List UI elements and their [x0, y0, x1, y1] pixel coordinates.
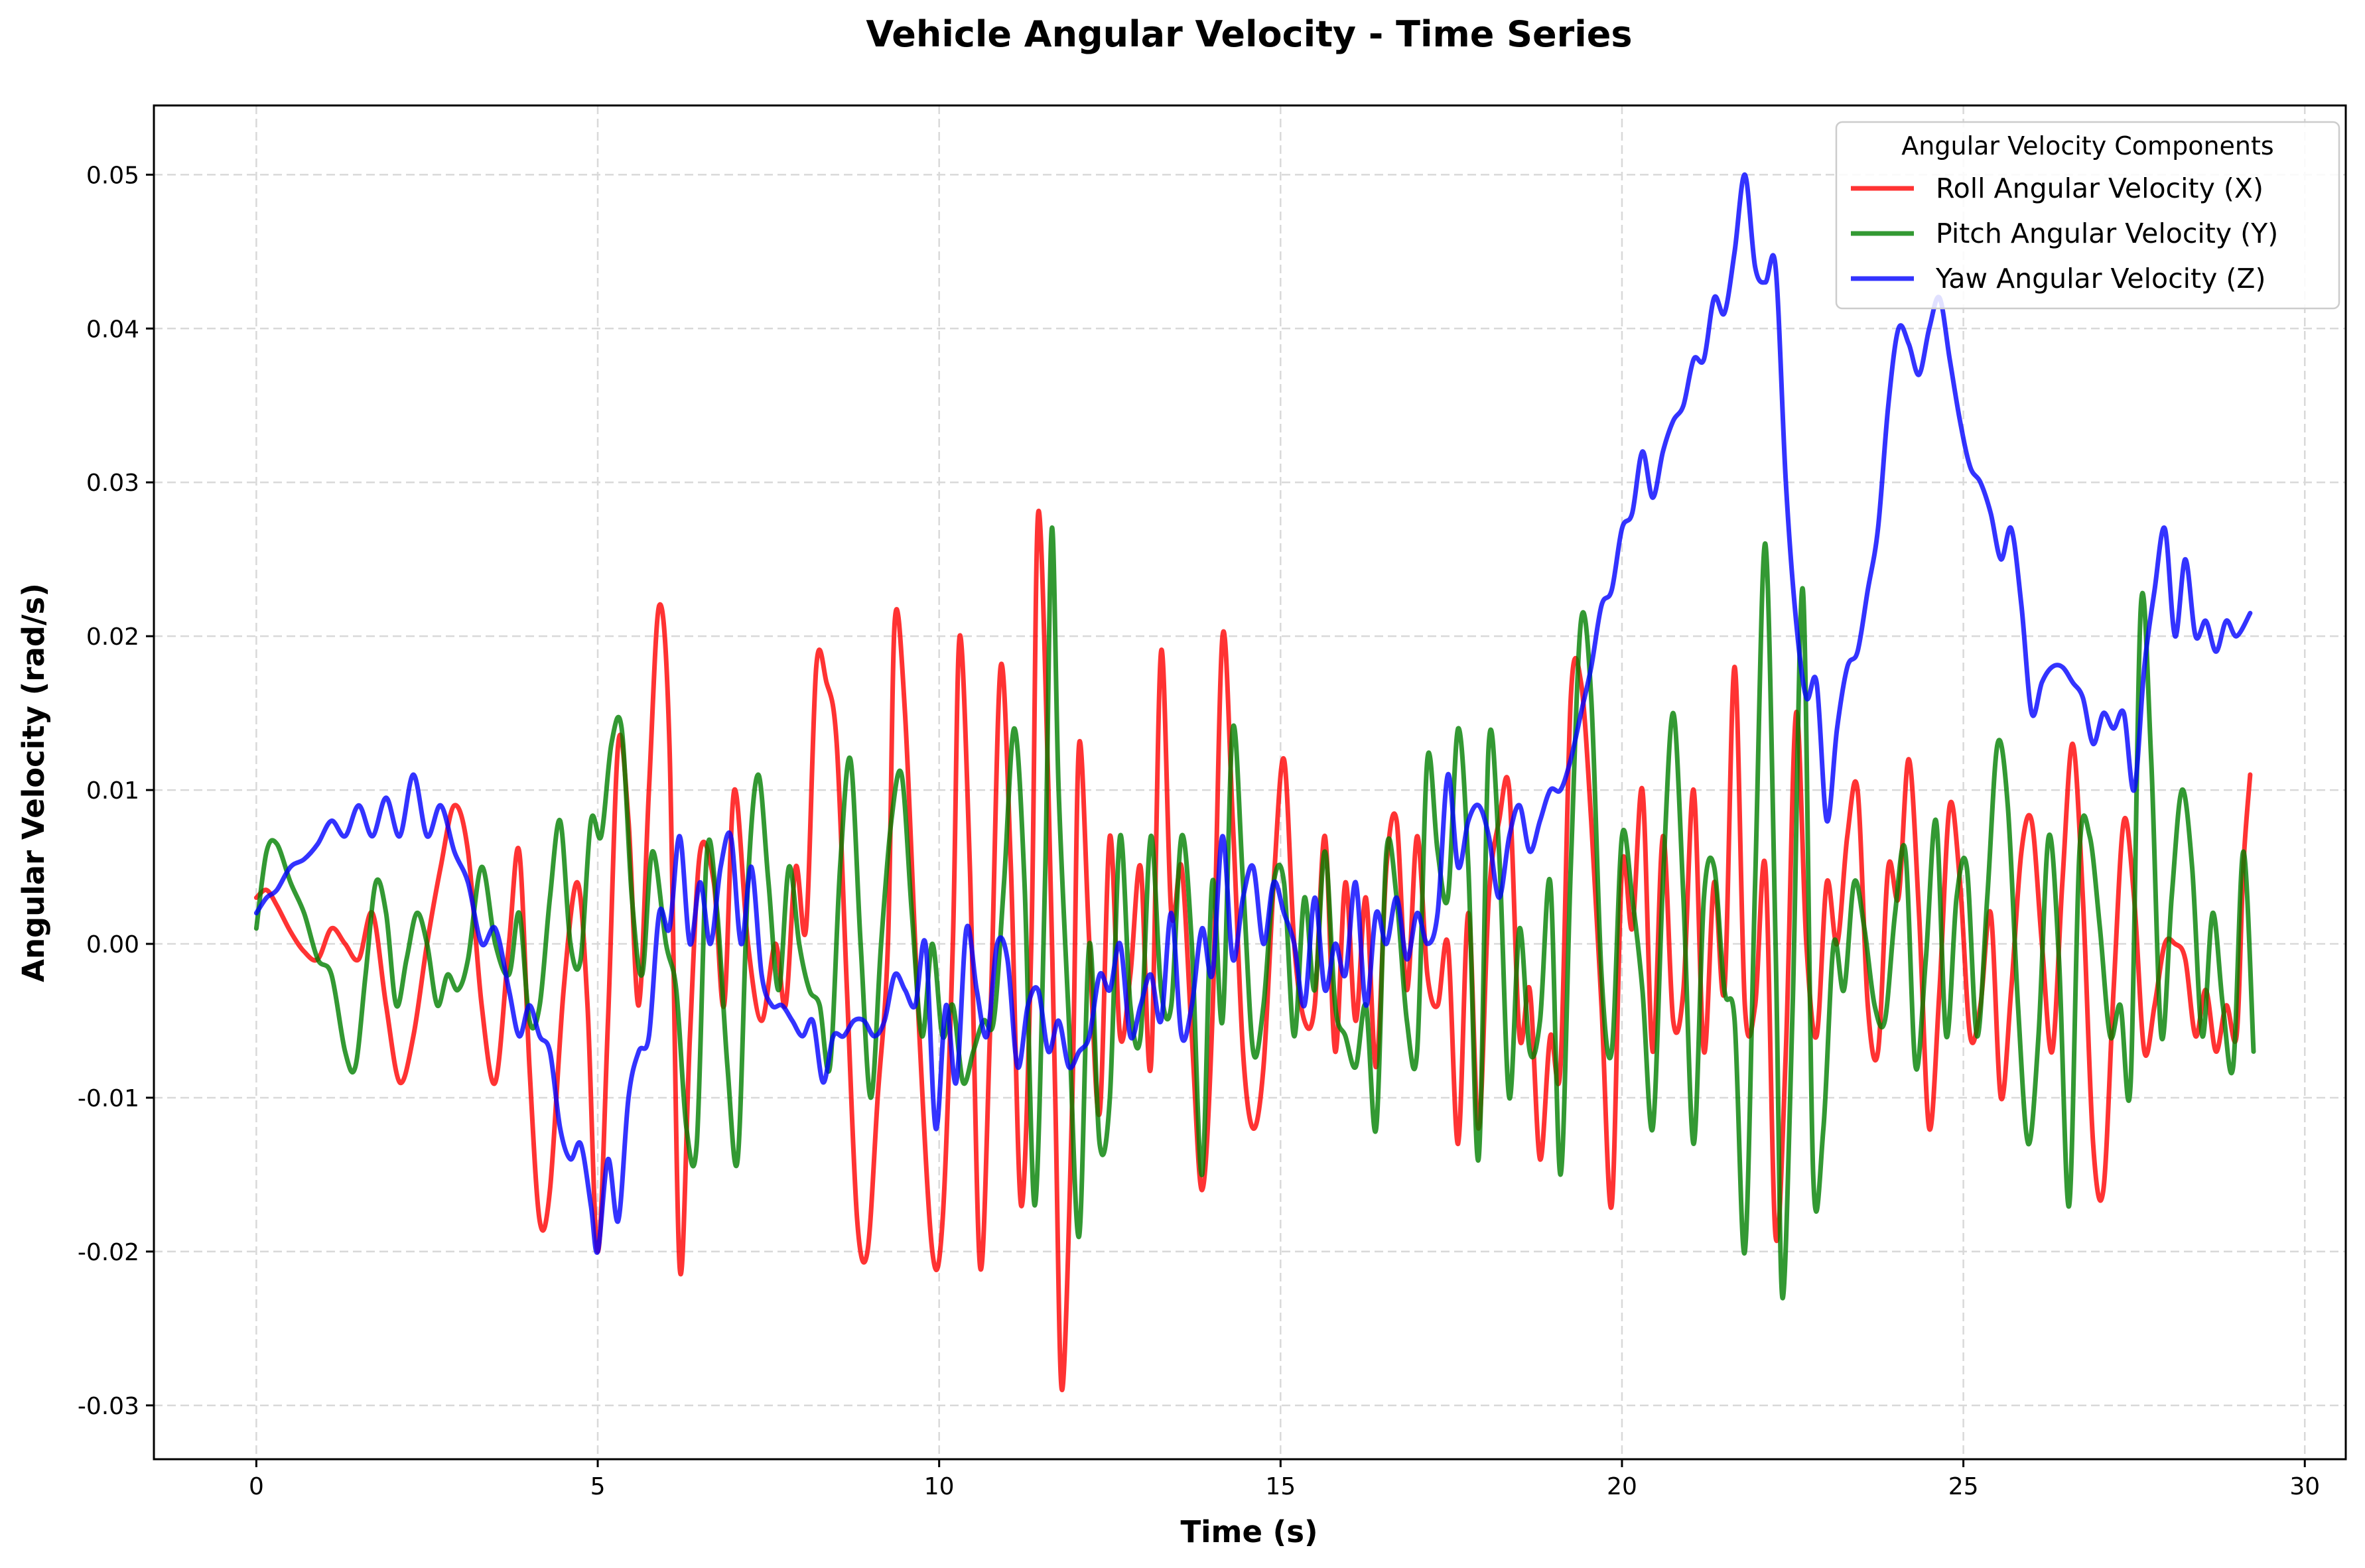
yaw-legend-label: Yaw Angular Velocity (Z) — [1935, 263, 2266, 294]
x-tick-label: 5 — [590, 1473, 606, 1500]
legend-entries: Roll Angular Velocity (X) Pitch Angular V… — [1851, 172, 2278, 294]
x-tick-label: 15 — [1265, 1473, 1296, 1500]
y-tick-label: -0.02 — [78, 1239, 139, 1266]
y-axis-title: Angular Velocity (rad/s) — [16, 583, 51, 982]
plot-frame — [153, 104, 2347, 1461]
yaw-series-line — [253, 172, 2253, 1256]
legend: Angular Velocity Components Roll Angular… — [1835, 121, 2340, 310]
y-tick-label: 0.05 — [86, 162, 139, 189]
y-tick-label: 0.00 — [86, 931, 139, 958]
y-tick-label: 0.04 — [86, 316, 139, 343]
pitch-legend-label: Pitch Angular Velocity (Y) — [1936, 218, 2278, 249]
roll-legend-label: Roll Angular Velocity (X) — [1936, 172, 2264, 204]
y-tick-label: -0.01 — [78, 1085, 139, 1112]
x-axis-ticks: 0 5 10 15 20 25 30 — [249, 1459, 2320, 1500]
x-tick-label: 25 — [1948, 1473, 1979, 1500]
legend-box — [1835, 121, 2340, 310]
y-tick-label: -0.03 — [78, 1393, 139, 1420]
x-tick-label: 0 — [249, 1473, 264, 1500]
y-tick-label: 0.03 — [86, 470, 139, 497]
y-tick-label: 0.02 — [86, 623, 139, 651]
legend-title: Angular Velocity Components — [1901, 131, 2273, 161]
y-tick-label: 0.01 — [86, 777, 139, 805]
x-axis-title: Time (s) — [1180, 1514, 1318, 1549]
grid — [154, 105, 2346, 1459]
series-lines — [253, 172, 2256, 1393]
roll-series-line — [253, 508, 2253, 1393]
x-tick-label: 30 — [2289, 1473, 2320, 1500]
chart-title: Vehicle Angular Velocity - Time Series — [866, 13, 1632, 55]
x-tick-label: 10 — [924, 1473, 955, 1500]
y-axis-ticks: -0.03 -0.02 -0.01 0.00 0.01 0.02 0.03 0.04 0.05 — [78, 162, 154, 1420]
x-tick-label: 20 — [1607, 1473, 1637, 1500]
